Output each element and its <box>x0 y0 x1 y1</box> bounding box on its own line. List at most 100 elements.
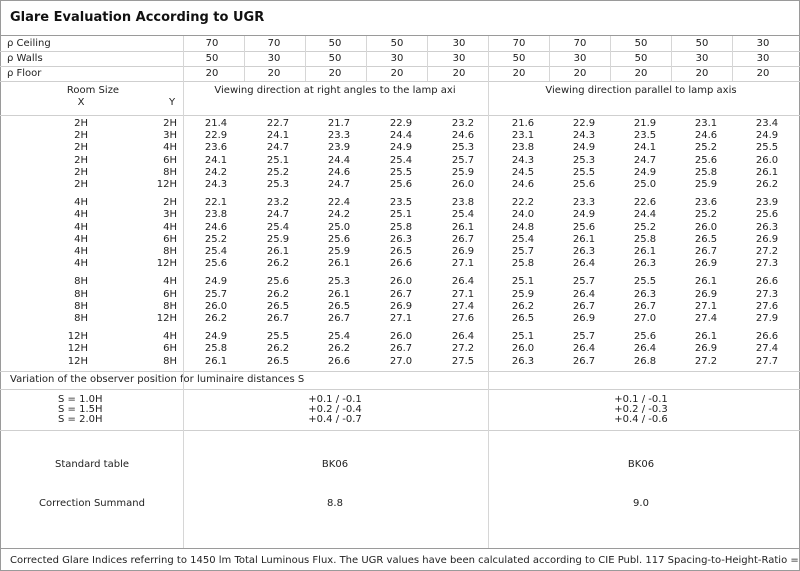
ugr-value: 25.7 <box>572 331 596 343</box>
room-y: 6H <box>163 154 177 166</box>
room-x: 4H <box>74 258 88 270</box>
reflectance-value: 30 <box>756 53 770 64</box>
ugr-value: 26.2 <box>327 343 351 355</box>
ugr-value: 26.9 <box>755 233 779 245</box>
footer-divider <box>0 548 800 549</box>
ugr-value: 27.5 <box>451 355 475 367</box>
ugr-value: 26.9 <box>694 343 718 355</box>
ugr-value: 26.5 <box>266 355 290 367</box>
column-divider <box>488 36 489 81</box>
reflectance-value: 20 <box>756 68 770 79</box>
room-y: 2H <box>163 118 177 129</box>
ugr-value: 23.8 <box>511 142 535 154</box>
ugr-value: 25.9 <box>451 166 475 178</box>
ugr-value: 21.7 <box>327 118 351 129</box>
row-divider <box>0 51 800 52</box>
ugr-value: 25.8 <box>694 166 718 178</box>
ugr-value: 25.1 <box>266 154 290 166</box>
ugr-value: 26.1 <box>694 276 718 288</box>
room-x: 4H <box>74 233 88 245</box>
reflectance-value: 20 <box>390 68 404 79</box>
ugr-value: 26.3 <box>389 233 413 245</box>
room-x: 8H <box>74 288 88 300</box>
variation-right: +0.1 / -0.1 <box>308 394 362 405</box>
variation-parallel: +0.4 / -0.6 <box>614 414 668 425</box>
ugr-value: 24.7 <box>633 154 657 166</box>
room-x: 2H <box>74 118 88 129</box>
ugr-value: 26.3 <box>572 246 596 257</box>
ugr-value: 25.6 <box>694 154 718 166</box>
ugr-value: 26.0 <box>694 221 718 233</box>
room-y: 4H <box>163 221 177 233</box>
room-y: 6H <box>163 233 177 245</box>
ugr-value: 26.8 <box>633 355 657 367</box>
room-x: 12H <box>67 355 88 367</box>
column-divider <box>671 36 672 81</box>
reflectance-value: 50 <box>634 53 648 64</box>
reflectance-value: 20 <box>512 68 526 79</box>
ugr-value: 21.4 <box>204 118 228 129</box>
ugr-value: 26.7 <box>572 300 596 312</box>
ugr-value: 24.2 <box>204 166 228 178</box>
ugr-value: 22.6 <box>633 197 657 209</box>
ugr-value: 23.6 <box>204 142 228 154</box>
ugr-value: 26.5 <box>389 246 413 257</box>
correction-label: Correction Summand <box>39 498 145 509</box>
reflectance-value: 20 <box>695 68 709 79</box>
room-x: 2H <box>74 166 88 178</box>
ugr-value: 26.6 <box>755 276 779 288</box>
reflectance-value: 30 <box>573 53 587 64</box>
ugr-value: 26.1 <box>204 355 228 367</box>
ugr-value: 25.4 <box>204 246 228 257</box>
room-y: 8H <box>163 166 177 178</box>
ugr-value: 22.9 <box>204 130 228 142</box>
page-title: Glare Evaluation According to UGR <box>10 10 265 25</box>
footer-note: Corrected Glare Indices referring to 145… <box>10 555 800 566</box>
ugr-value: 25.5 <box>755 142 779 154</box>
ugr-value: 26.7 <box>633 300 657 312</box>
room-x: 12H <box>67 331 88 343</box>
room-y: 4H <box>163 276 177 288</box>
ugr-value: 26.1 <box>633 246 657 257</box>
column-divider <box>366 36 367 81</box>
room-x-header: X <box>77 97 85 108</box>
ugr-value: 24.2 <box>327 209 351 221</box>
ugr-value: 26.9 <box>389 300 413 312</box>
ugr-value: 23.4 <box>755 118 779 129</box>
ugr-value: 25.5 <box>266 331 290 343</box>
variation-right: +0.2 / -0.4 <box>308 404 362 415</box>
reflectance-value: 30 <box>267 53 281 64</box>
ugr-value: 25.5 <box>572 166 596 178</box>
ugr-value: 25.3 <box>451 142 475 154</box>
ugr-value: 27.4 <box>451 300 475 312</box>
ugr-value: 26.0 <box>755 154 779 166</box>
spacing-label: S = 1.0H <box>58 394 103 405</box>
room-y: 6H <box>163 288 177 300</box>
ugr-value: 26.7 <box>451 233 475 245</box>
room-x: 4H <box>74 221 88 233</box>
reflectance-label: ρ Ceiling <box>7 38 51 49</box>
ugr-value: 23.2 <box>451 118 475 129</box>
ugr-value: 25.6 <box>266 276 290 288</box>
ugr-value: 22.2 <box>511 197 535 209</box>
ugr-value: 27.3 <box>755 288 779 300</box>
ugr-value: 24.3 <box>572 130 596 142</box>
ugr-value: 23.8 <box>451 197 475 209</box>
ugr-value: 26.9 <box>572 313 596 324</box>
ugr-value: 26.1 <box>266 246 290 257</box>
ugr-value: 26.6 <box>389 258 413 270</box>
ugr-value: 25.4 <box>327 331 351 343</box>
ugr-value: 23.1 <box>511 130 535 142</box>
ugr-value: 25.6 <box>572 179 596 190</box>
ugr-value: 25.4 <box>389 154 413 166</box>
reflectance-value: 50 <box>512 53 526 64</box>
reflectance-value: 50 <box>390 38 404 49</box>
reflectance-value: 30 <box>756 38 770 49</box>
ugr-value: 24.7 <box>266 209 290 221</box>
ugr-value: 26.2 <box>266 343 290 355</box>
ugr-value: 21.6 <box>511 118 535 129</box>
ugr-value: 23.9 <box>755 197 779 209</box>
ugr-value: 24.1 <box>633 142 657 154</box>
reflectance-value: 50 <box>205 53 219 64</box>
